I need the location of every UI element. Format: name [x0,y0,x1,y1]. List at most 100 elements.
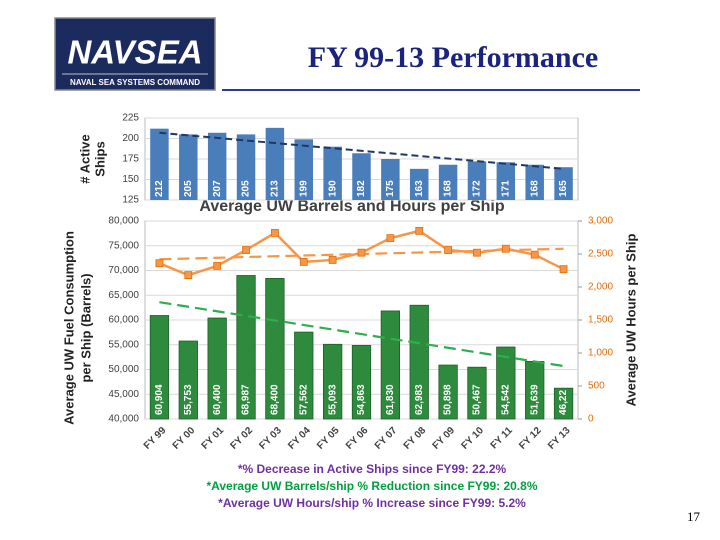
bar-label: 213 [270,180,281,197]
page-number: 17 [687,509,701,524]
bar [236,275,256,420]
bar-label: 182 [356,180,367,197]
logo-name: NAVSEA [67,34,202,71]
y-axis-label: Average UW Fuel Consumption [61,231,76,425]
x-tick-label: FY 01 [200,425,227,452]
bar-label: 50,898 [443,384,454,415]
y-tick-label: 150 [122,174,139,185]
bar [467,161,487,200]
y2-tick-label: 1,500 [588,315,613,326]
y-tick-label: 175 [122,154,139,165]
line-marker [357,248,366,257]
bar [467,366,487,420]
y-axis-label: # Active [77,134,92,183]
y2-tick-label: 500 [588,381,605,392]
y-tick-label: 55,000 [108,339,139,350]
y-tick-label: 70,000 [108,265,139,276]
y-tick-label: 200 [122,133,139,144]
bar [352,153,371,200]
line-marker [155,259,164,268]
slide-title: FY 99-13 Performance [308,41,598,74]
bar [496,162,516,200]
line-marker [299,258,308,266]
bar [553,387,574,420]
bar [207,317,227,420]
bar [265,127,285,200]
bar-label: 172 [472,180,483,197]
bar [409,304,429,420]
bar-label: 168 [529,180,540,197]
bar-label: 171 [500,180,511,197]
y-tick-label: 65,000 [108,290,139,301]
line-marker [270,228,279,237]
y-axis-label: Ships [92,141,107,176]
bar [496,346,516,420]
x-tick-label: FY 10 [459,425,486,452]
x-tick-label: FY 08 [402,425,429,452]
x-tick-label: FY 05 [315,425,342,452]
bar-label: 55,753 [183,384,194,415]
line-marker [184,271,193,280]
chart-title: Average UW Barrels and Hours per Ship [199,198,504,215]
bar-label: 50,467 [472,384,483,415]
line-marker [559,265,568,274]
y-tick-label: 45,000 [108,389,139,400]
bar [265,278,285,420]
y-tick-label: 60,000 [108,315,139,326]
bar-label: 55,093 [327,384,338,415]
bar-label: 199 [298,180,309,197]
y2-tick-label: 1,000 [588,348,613,359]
y2-tick-label: 3,000 [588,216,613,227]
y-tick-label: 50,000 [108,364,139,375]
trend-line [159,301,564,368]
bar-label: 46,22 [558,390,569,415]
bar-label: 207 [212,180,223,197]
bar [380,310,401,420]
bar [322,343,343,420]
bar-label: 190 [327,180,338,197]
bar [149,315,170,420]
y-tick-label: 125 [122,195,139,206]
bar-label: 61,830 [385,384,396,415]
bar [381,159,400,200]
y2-axis-label: Average UW Hours per Ship [623,234,638,407]
bar-label: 205 [241,180,252,197]
bar [150,128,169,200]
bar [554,167,573,200]
line-marker [213,261,222,270]
x-tick-label: FY 04 [286,425,313,452]
y2-tick-label: 0 [588,414,594,425]
bar-label: 212 [154,180,165,197]
bar-label: 165 [558,180,569,197]
bar-label: 54,542 [500,384,511,415]
bar-label: 168 [443,180,454,197]
bar [323,146,342,200]
bar-label: 51,639 [529,384,540,415]
bar [351,345,372,420]
line-marker [415,226,424,235]
bar-label: 54,863 [356,384,367,415]
y-axis-label: per Ship (Barrels) [78,273,93,382]
x-tick-label: FY 07 [373,425,400,452]
bar-label: 205 [183,180,194,197]
line-marker [530,250,539,259]
bar [294,331,314,420]
y2-tick-label: 2,500 [588,249,613,260]
bar [409,168,429,200]
bar-label: 68,987 [241,384,252,415]
y-tick-label: 80,000 [108,216,139,227]
line-marker [386,234,395,243]
y-tick-label: 75,000 [108,240,139,251]
bar-label: 62,983 [414,384,425,415]
bar-label: 60,904 [154,384,165,415]
line-marker [328,256,337,264]
y2-tick-label: 2,000 [588,282,613,293]
bar [178,340,198,420]
x-tick-label: FY 02 [229,425,256,452]
logo-box [54,17,216,91]
x-tick-label: FY 12 [517,425,544,452]
bar [525,164,544,200]
bar-label: 57,562 [298,384,309,415]
x-tick-label: FY 11 [489,425,515,451]
